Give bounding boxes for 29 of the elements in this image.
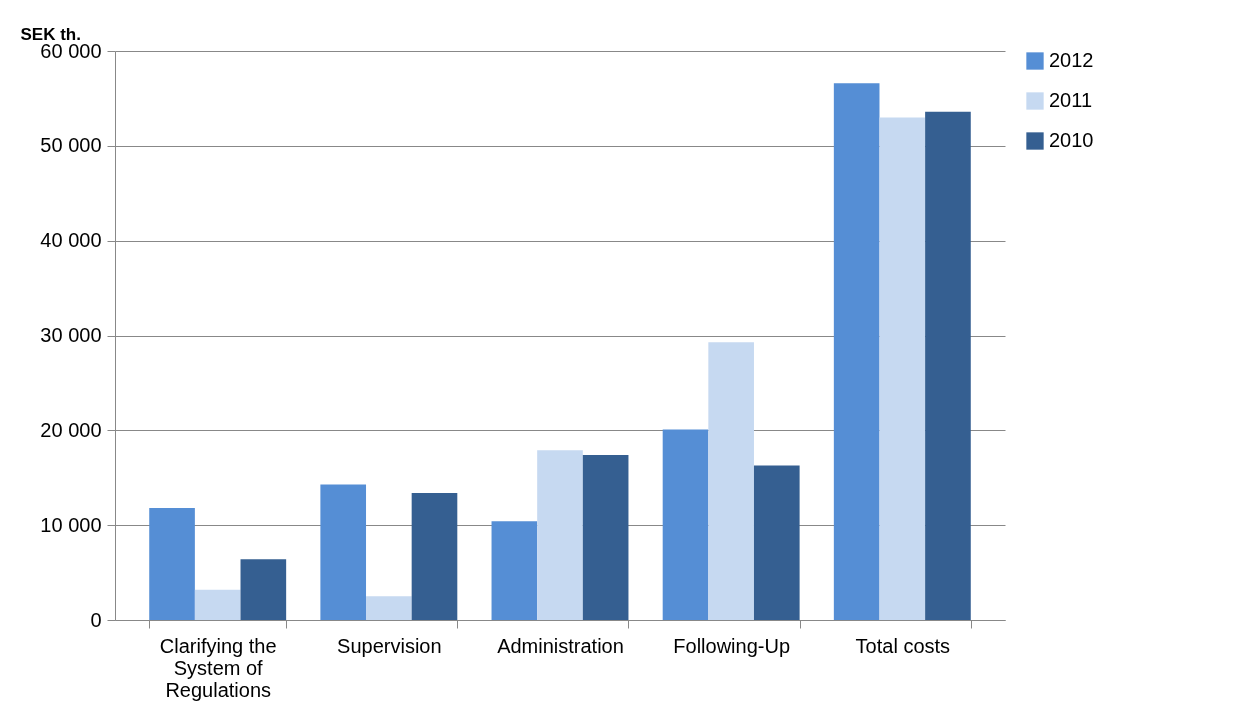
x-tick-label: Clarifying the System of Regulations <box>159 634 277 701</box>
legend-label: 2012 <box>1049 49 1094 71</box>
y-tick-label: 0 <box>90 608 102 631</box>
bar <box>708 342 754 620</box>
y-tick-label: 40 000 <box>40 229 102 252</box>
x-tick-label: Supervision <box>337 634 442 657</box>
bar <box>366 596 412 620</box>
bar <box>320 484 367 620</box>
bar <box>662 429 709 620</box>
legend-label: 2010 <box>1049 129 1094 151</box>
bar <box>925 111 971 620</box>
bar <box>753 465 800 620</box>
x-tick-label: Following-Up <box>673 634 791 657</box>
y-tick-label: 20 000 <box>40 418 102 441</box>
bar <box>411 492 458 620</box>
bar <box>582 454 629 620</box>
x-tick-label: Total costs <box>855 634 951 657</box>
legend-label: 2011 <box>1049 89 1093 111</box>
bar <box>833 83 880 620</box>
y-tick-label: 10 000 <box>40 513 102 536</box>
bar <box>194 589 241 620</box>
bar <box>879 117 926 620</box>
bar <box>149 508 195 620</box>
y-tick-label: 30 000 <box>40 324 102 346</box>
x-tick-label: Administration <box>497 634 624 657</box>
bar <box>240 559 287 620</box>
bar <box>491 521 538 620</box>
bar <box>537 450 583 620</box>
y-tick-label: 50 000 <box>40 134 102 157</box>
